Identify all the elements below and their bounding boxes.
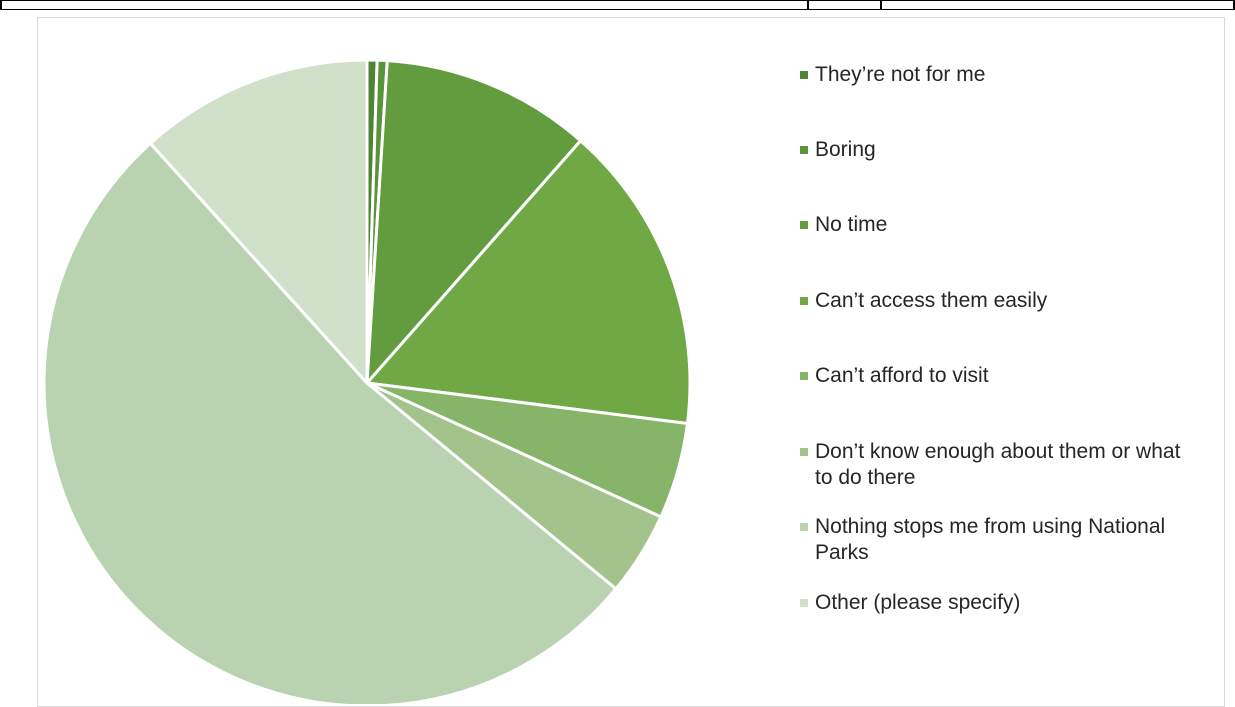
legend-item: They’re not for me [800,62,1195,88]
legend-item: Boring [800,137,1195,163]
legend-label: Nothing stops me from using National Par… [815,515,1166,564]
legend-label: They’re not for me [815,63,986,86]
legend-label: No time [815,213,888,236]
legend-swatch [800,297,808,305]
legend-item: Can’t afford to visit [800,363,1195,389]
legend-swatch [800,146,808,154]
legend-label: Boring [815,138,876,161]
legend-swatch [800,599,808,607]
legend-item: Don’t know enough about them or what to … [800,439,1195,491]
legend-swatch [800,221,808,229]
legend-label: Can’t afford to visit [815,364,989,387]
legend-label: Don’t know enough about them or what to … [815,440,1181,489]
legend-label: Can’t access them easily [815,289,1048,312]
legend-item: Nothing stops me from using National Par… [800,514,1195,566]
legend-item: Other (please specify) [800,590,1195,616]
legend-swatch [800,71,808,79]
legend-item: No time [800,212,1195,238]
legend-item: Can’t access them easily [800,288,1195,314]
pie-slice-3 [365,59,583,385]
pie-slice-4 [365,139,692,425]
legend-label: Other (please specify) [815,591,1021,614]
legend-swatch [800,372,808,380]
legend-swatch [800,523,808,531]
pie-slice-8 [148,58,369,385]
legend-swatch [800,448,808,456]
table-border-fragment [0,0,1235,10]
pie-slice-7 [42,141,618,704]
